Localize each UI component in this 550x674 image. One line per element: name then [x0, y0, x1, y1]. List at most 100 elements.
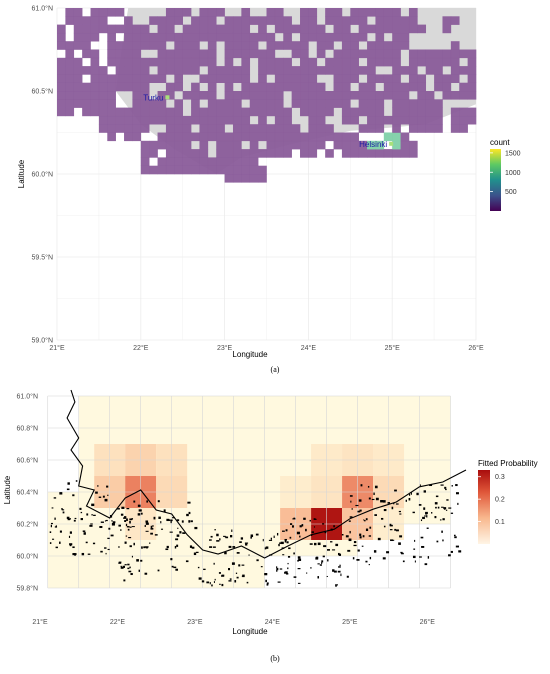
panel-a-count-cell: [274, 74, 284, 83]
island: [85, 541, 88, 544]
island: [129, 566, 131, 569]
panel-b-base-cell: [357, 396, 389, 428]
panel-a-count-cell: [408, 8, 418, 17]
island: [414, 539, 416, 542]
island: [441, 506, 444, 508]
island: [399, 535, 403, 538]
panel-a-count-cell: [341, 99, 351, 108]
panel-a-count-cell: [65, 91, 75, 100]
island: [414, 560, 416, 563]
island: [198, 577, 202, 580]
panel-a-count-cell: [350, 91, 359, 100]
panel-a-count-cell: [140, 157, 150, 166]
panel-b-coastline: [49, 389, 467, 587]
panel-b-x-tick-label: 25°E: [342, 618, 358, 626]
panel-a-count-cell: [216, 32, 225, 42]
panel-a-count-cell: [459, 107, 468, 117]
panel-a-count-cell: [207, 132, 217, 142]
island: [128, 570, 132, 573]
panel-a-count-cell: [82, 107, 91, 117]
panel-a-count-cell: [232, 165, 242, 175]
island: [176, 544, 179, 547]
panel-a-count-cell: [325, 57, 334, 67]
island: [299, 525, 302, 528]
panel-a-count-cell: [157, 41, 167, 50]
panel-a-count-cell: [165, 24, 175, 34]
island: [72, 546, 75, 549]
island: [391, 506, 394, 510]
island: [105, 519, 108, 522]
panel-a-count-cell: [224, 66, 234, 75]
island: [100, 521, 104, 523]
panel-a-count-cell: [408, 140, 418, 150]
panel-a-count-cell: [57, 32, 66, 42]
panel-a-count-cell: [182, 115, 192, 125]
island: [394, 528, 397, 531]
island: [293, 517, 296, 519]
panel-a-count-cell: [392, 107, 401, 117]
panel-a-count-cell: [308, 132, 318, 142]
island: [50, 522, 53, 525]
panel-b-legend-tick-label: 0.3: [495, 474, 505, 481]
panel-a-count-cell: [216, 165, 225, 175]
island: [250, 534, 254, 538]
island: [236, 552, 240, 554]
panel-a-count-cell: [65, 66, 75, 75]
panel-a-count-cell: [266, 140, 276, 150]
island: [357, 510, 361, 513]
panel-a-count-cell: [308, 140, 318, 150]
panel-a-count-cell: [191, 24, 200, 34]
panel-a-count-cell: [249, 149, 259, 158]
panel-a-count-cell: [232, 174, 242, 183]
island: [260, 566, 263, 568]
island: [416, 492, 419, 496]
island: [331, 549, 336, 551]
panel-a-count-cell: [358, 91, 368, 100]
panel-a-count-cell: [392, 115, 401, 125]
panel-a-count-cell: [408, 16, 418, 25]
panel-a-count-cell: [199, 140, 209, 150]
island: [340, 573, 342, 577]
island: [350, 500, 352, 503]
panel-a-count-cell: [199, 24, 209, 34]
panel-b-base-cell: [264, 428, 296, 460]
island: [281, 547, 285, 550]
island: [377, 537, 381, 541]
panel-b-base-cell: [202, 492, 234, 524]
island: [455, 545, 460, 548]
island: [285, 571, 288, 574]
panel-a-count-cell: [383, 74, 393, 83]
panel-a-count-cell: [367, 91, 376, 100]
island: [313, 518, 316, 520]
panel-a-count-cell: [392, 32, 401, 42]
panel-a-count-cell: [90, 74, 100, 83]
island: [380, 517, 384, 520]
panel-a-count-cell: [165, 132, 175, 142]
city-label: Helsinki: [359, 140, 387, 149]
panel-a-count-cell: [216, 8, 225, 17]
panel-a-count-cell: [316, 41, 326, 50]
panel-a-count-cell: [383, 149, 393, 158]
panel-a-count-cell: [266, 82, 276, 92]
island: [221, 574, 225, 576]
panel-a-count-cell: [258, 74, 267, 83]
panel-a-count-cell: [300, 140, 309, 150]
panel-b-probability-map: 21°E 22°E 23°E 24°E 25°E 26°E 59.8°N 60.0°N 60.…: [3, 388, 538, 636]
island: [53, 497, 57, 499]
panel-a-count-cell: [367, 66, 376, 75]
island: [383, 525, 386, 528]
panel-a-count-cell: [57, 99, 66, 108]
panel-a-x-tick-label: 21°E: [49, 344, 65, 352]
island: [387, 502, 390, 504]
island: [434, 515, 437, 519]
panel-a-count-cell: [400, 115, 410, 125]
panel-a-count-cell: [174, 99, 183, 108]
panel-a-count-cell: [358, 99, 368, 108]
panel-b-base-cell: [419, 460, 451, 492]
island: [146, 500, 148, 503]
panel-a-count-cell: [266, 149, 276, 158]
panel-a-count-cell: [82, 32, 91, 42]
island: [305, 572, 308, 574]
island: [425, 511, 428, 515]
panel-a-count-cell: [174, 74, 183, 83]
